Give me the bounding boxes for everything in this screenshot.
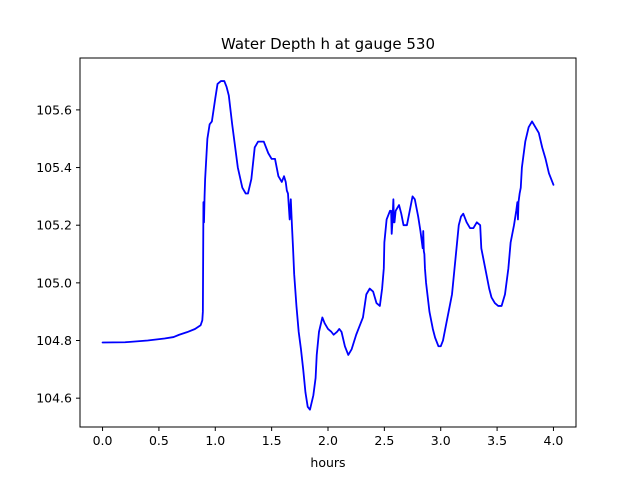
x-tick-label: 1.5 (262, 433, 282, 448)
series-line-water-depth (101, 80, 555, 411)
x-axis: 0.0 0.5 1.0 1.5 2.0 2.5 3.0 3.5 4.0 (93, 427, 564, 448)
y-tick-label: 105.2 (36, 218, 72, 233)
x-tick-label: 0.5 (149, 433, 169, 448)
x-tick-label: 2.5 (374, 433, 394, 448)
y-axis: 104.6 104.8 105.0 105.2 105.4 105.6 (36, 102, 80, 406)
x-tick-label: 3.5 (487, 433, 507, 448)
x-axis-label: hours (310, 455, 345, 470)
y-tick-label: 105.6 (36, 102, 72, 117)
y-tick-label: 105.4 (36, 160, 72, 175)
x-tick-label: 2.0 (318, 433, 338, 448)
x-tick-label: 4.0 (544, 433, 564, 448)
x-tick-label: 0.0 (93, 433, 113, 448)
x-tick-label: 1.0 (205, 433, 225, 448)
chart-title: Water Depth h at gauge 530 (221, 35, 435, 53)
y-tick-label: 105.0 (36, 275, 72, 290)
y-tick-label: 104.8 (36, 333, 72, 348)
x-tick-label: 3.0 (431, 433, 451, 448)
y-tick-label: 104.6 (36, 391, 72, 406)
